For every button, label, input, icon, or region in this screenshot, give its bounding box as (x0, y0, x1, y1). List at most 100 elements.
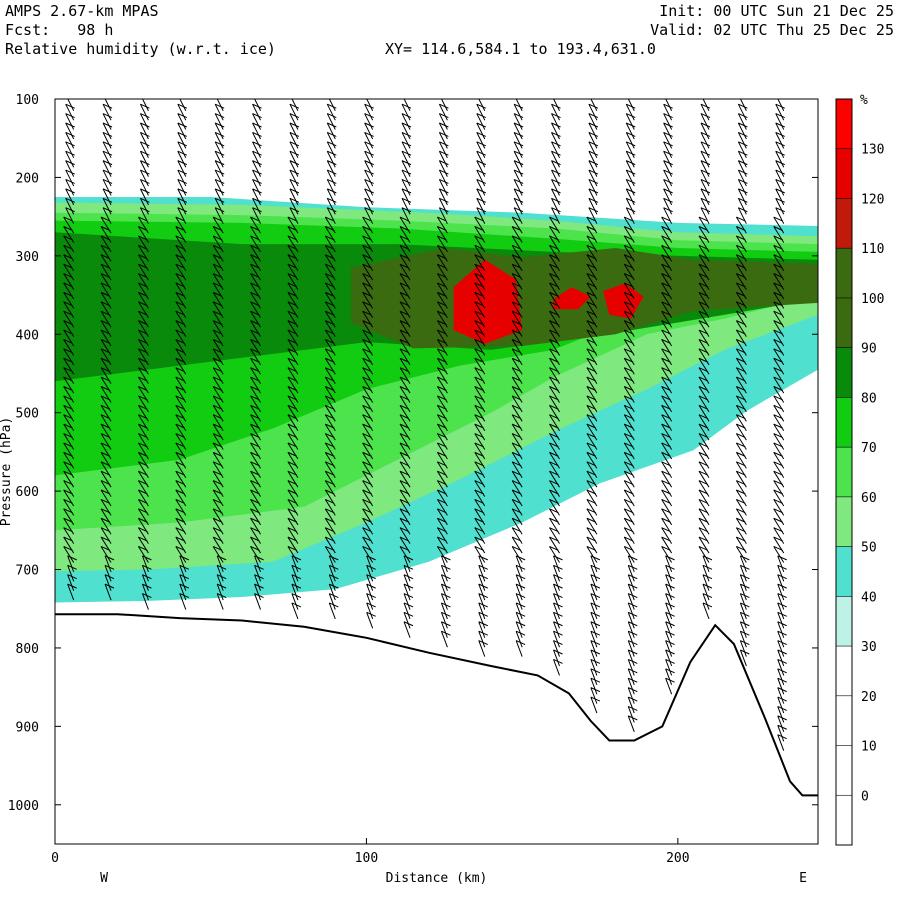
wind-barb-flag (287, 517, 298, 523)
wind-barb-flag (474, 244, 484, 250)
wind-barb-flag (177, 207, 188, 213)
wind-barb (478, 593, 486, 610)
wind-barb-flag (511, 282, 522, 288)
wind-barb-flag (549, 489, 559, 495)
wind-barb-column (362, 99, 376, 629)
wind-barb-flag (212, 508, 223, 514)
wind-barb-flag (362, 470, 372, 476)
wind-barb (403, 593, 411, 610)
wind-barb (291, 565, 299, 582)
wind-barb-flag (511, 320, 522, 326)
wind-barb-flag (661, 348, 671, 354)
wind-barb (777, 715, 785, 733)
wind-barb-flag (325, 404, 335, 410)
wind-barb-flag (549, 451, 559, 457)
wind-barb-flag (65, 160, 75, 166)
wind-barb (179, 574, 187, 591)
wind-barb-flag (327, 188, 337, 194)
wind-barb-flag (511, 498, 522, 504)
terrain-mask (55, 614, 818, 844)
wind-barb-flag (474, 536, 484, 542)
wind-barb-flag (698, 367, 709, 373)
wind-barb-flag (175, 414, 186, 420)
wind-barb-flag (736, 489, 746, 495)
wind-barb-flag (549, 470, 559, 476)
wind-barb-flag (736, 423, 746, 429)
wind-barb-column (324, 99, 339, 620)
wind-barb-flag (287, 395, 298, 401)
wind-barb-flag (773, 423, 783, 429)
wind-barb-flag (474, 291, 484, 297)
wind-barb-flag (437, 291, 447, 297)
wind-barb-flag (698, 508, 709, 514)
wind-barb (138, 546, 149, 563)
wind-barb-flag (252, 179, 262, 184)
wind-barb (401, 113, 411, 130)
wind-barb-flag (437, 404, 447, 410)
wind-barb-flag (252, 103, 262, 109)
wind-barb-flag (439, 179, 449, 184)
wind-barb-flag (736, 433, 746, 438)
wind-barb (590, 649, 598, 667)
wind-barb (438, 151, 448, 168)
wind-barb-flag (399, 498, 410, 504)
wind-barb-flag (287, 404, 298, 410)
wind-barb (627, 99, 635, 111)
wind-barb-flag (177, 113, 188, 119)
wind-barb-flag (437, 508, 447, 514)
wind-barb-flag (399, 273, 410, 279)
wind-barb-flag (478, 583, 488, 589)
wind-barb (553, 659, 560, 676)
wind-barb-flag (212, 291, 223, 297)
wind-barb-flag (511, 517, 522, 523)
wind-barb-flag (740, 611, 750, 617)
wind-barb-flag (335, 99, 337, 100)
wind-barb (289, 103, 299, 121)
wind-barb-flag (441, 602, 451, 608)
wind-barb-flag (698, 226, 709, 231)
wind-barb-flag (663, 197, 673, 203)
wind-barb-flag (588, 113, 599, 119)
wind-barb-flag (700, 179, 711, 184)
wind-barb (65, 103, 75, 121)
wind-barb-flag (327, 197, 337, 203)
wind-barb-flag (478, 611, 488, 617)
wind-barb-flag (661, 508, 671, 514)
wind-barb-flag (628, 583, 638, 589)
wind-barb-flag (102, 207, 113, 213)
wind-barb-flag (362, 508, 372, 514)
wind-barb-flag (399, 386, 410, 391)
wind-barb (737, 132, 747, 149)
wind-barb-flag (513, 179, 524, 184)
wind-barb-flag (661, 263, 671, 269)
wind-barb-flag (474, 301, 484, 307)
wind-barb-flag (250, 470, 260, 476)
wind-barb-flag (362, 404, 372, 410)
wind-barb (328, 565, 336, 582)
wind-barb (214, 151, 224, 168)
wind-barb-flag (212, 414, 223, 420)
wind-barb-flag (773, 338, 783, 344)
wind-barb-flag (588, 103, 599, 109)
wind-barb (65, 151, 75, 168)
wind-barb (366, 593, 374, 610)
wind-barb-flag (63, 395, 73, 401)
wind-barb-flag (401, 103, 412, 109)
wind-barb-flag (362, 527, 372, 533)
wind-barb (777, 621, 785, 638)
wind-barb-flag (362, 480, 372, 486)
wind-barb-flag (478, 630, 488, 636)
wind-barb-flag (624, 291, 634, 297)
wind-barb (252, 188, 261, 206)
wind-barb-flag (661, 273, 671, 279)
wind-barb-flag (364, 122, 374, 128)
wind-barb (65, 188, 75, 206)
wind-barb (177, 103, 187, 121)
wind-barb (254, 99, 261, 111)
wind-barb-flag (665, 640, 675, 646)
wind-barb-flag (777, 621, 787, 627)
wind-barb (100, 546, 112, 563)
wind-barb-flag (63, 386, 73, 391)
wind-barb (777, 687, 785, 704)
wind-barb-flag (325, 517, 335, 523)
